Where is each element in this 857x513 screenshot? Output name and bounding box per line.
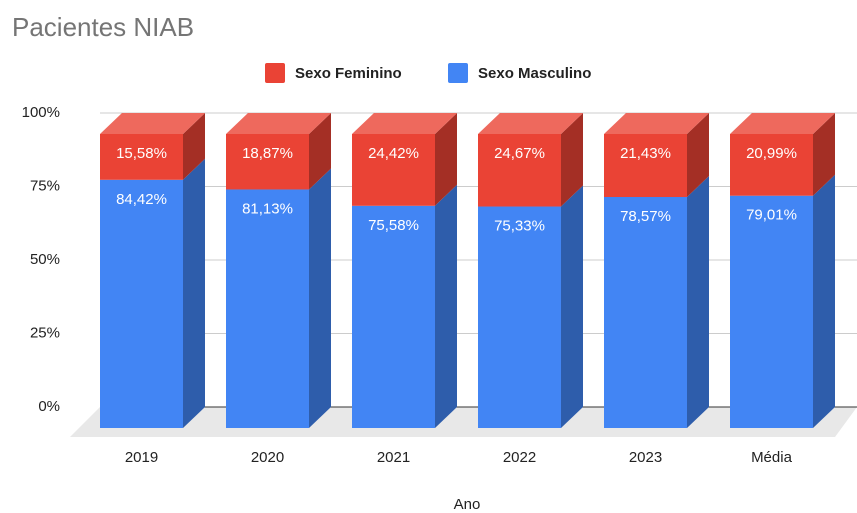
legend-label: Sexo Feminino <box>295 65 402 82</box>
data-label: 75,58% <box>368 217 419 234</box>
bar-side <box>813 113 835 196</box>
bar-top <box>352 113 457 134</box>
x-tick-label: 2023 <box>629 449 662 466</box>
bar-top <box>226 113 331 134</box>
y-tick-label: 25% <box>30 324 60 341</box>
data-label: 84,42% <box>116 191 167 208</box>
bar-side <box>183 158 205 428</box>
data-label: 18,87% <box>242 145 293 162</box>
x-tick-label: 2022 <box>503 449 536 466</box>
legend-swatch <box>448 63 468 83</box>
data-label: 15,58% <box>116 145 167 162</box>
bar-top <box>478 113 583 134</box>
data-label: 79,01% <box>746 207 797 224</box>
bar-segment <box>352 205 435 428</box>
legend-swatch <box>265 63 285 83</box>
data-label: 20,99% <box>746 145 797 162</box>
bar-segment <box>100 179 183 428</box>
y-tick-label: 0% <box>38 398 60 415</box>
bar-segment <box>226 189 309 428</box>
bar-side <box>687 176 709 428</box>
x-tick-label: 2020 <box>251 449 284 466</box>
y-tick-label: 100% <box>22 104 60 121</box>
chart-title: Pacientes NIAB <box>12 12 194 42</box>
bar-segment <box>352 134 435 206</box>
data-label: 75,33% <box>494 217 545 234</box>
bar-segment <box>226 134 309 190</box>
bar-side <box>183 113 205 180</box>
bar-side <box>561 113 583 207</box>
data-label: 24,67% <box>494 145 545 162</box>
legend-label: Sexo Masculino <box>478 65 591 82</box>
bar-top <box>604 113 709 134</box>
x-axis-label: Ano <box>454 496 481 513</box>
y-tick-label: 50% <box>30 251 60 268</box>
bar-segment <box>730 134 813 196</box>
bar-side <box>687 113 709 198</box>
bar-top <box>730 113 835 134</box>
bar-side <box>309 113 331 190</box>
bar-segment <box>730 195 813 428</box>
data-label: 81,13% <box>242 200 293 217</box>
bar-segment <box>478 206 561 428</box>
bar-segment <box>100 134 183 180</box>
data-label: 78,57% <box>620 208 671 225</box>
bar-side <box>309 168 331 429</box>
bar-side <box>561 185 583 428</box>
bar-side <box>813 174 835 428</box>
x-tick-label: 2019 <box>125 449 158 466</box>
y-tick-label: 75% <box>30 177 60 194</box>
bar-top <box>100 113 205 134</box>
bar-segment <box>478 134 561 207</box>
bar-side <box>435 184 457 428</box>
x-tick-label: Média <box>751 449 793 466</box>
bar-segment <box>604 134 687 198</box>
data-label: 24,42% <box>368 145 419 162</box>
bar-segment <box>604 197 687 428</box>
bar-side <box>435 113 457 206</box>
x-tick-label: 2021 <box>377 449 410 466</box>
data-label: 21,43% <box>620 145 671 162</box>
